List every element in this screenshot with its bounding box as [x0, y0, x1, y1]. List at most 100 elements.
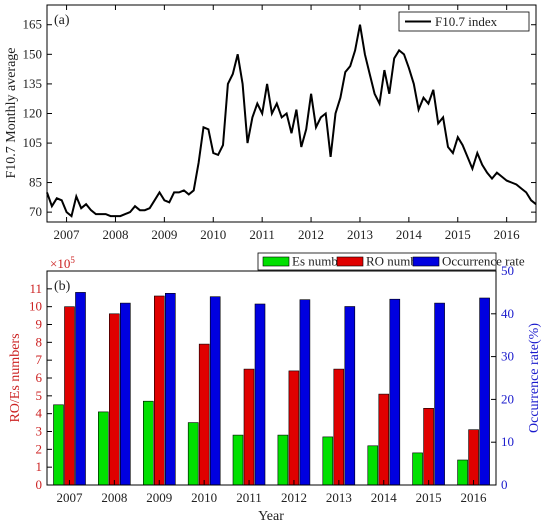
es-numbers-bar [143, 400, 154, 486]
panel-b-left-tick-label: 11 [29, 281, 42, 296]
es-numbers-bar [232, 434, 244, 486]
panel-a-legend-box [398, 11, 530, 32]
panel-a-x-tick-label: 2015 [445, 227, 471, 242]
panel-a-x-tick-label: 2007 [54, 227, 81, 242]
panel-a-f107-chart: 70 85 105 120 135 150 165 2007 2008 2009 2010 2011… [4, 4, 537, 242]
panel-a-y-tick-label: 135 [23, 76, 43, 91]
panel-b-left-tick-label: 8 [36, 334, 43, 349]
panel-a-legend: F10.7 index [398, 11, 530, 32]
ro-numbers-bar [468, 429, 479, 486]
occurrence-rate-bar [209, 296, 221, 486]
panel-a-y-tick-label: 85 [29, 175, 42, 190]
panel-a-y-tick-label: 105 [23, 135, 43, 150]
panel-a-x-tick-label: 2013 [347, 227, 373, 242]
legend-occurrence-rate-swatch [412, 256, 440, 267]
panel-b-left-tick-label: 2 [36, 441, 43, 456]
panel-a-y-axis-label: F10.7 Monthly average [4, 47, 19, 178]
ro-numbers-bar [154, 295, 165, 486]
panel-a-frame [46, 4, 537, 223]
panel-b-x-axis-label: Year [258, 509, 284, 524]
es-numbers-bar [98, 411, 109, 486]
panel-b-x-tick-label: 2016 [461, 490, 488, 505]
occurrence-rate-bar [254, 303, 266, 486]
panel-a-x-tick-label: 2014 [396, 227, 423, 242]
occurrence-rate-bar [165, 292, 176, 486]
es-numbers-bar [367, 445, 379, 486]
occurrence-rate-bar [299, 299, 311, 486]
panel-b-x-tick-label: 2011 [236, 490, 262, 505]
es-numbers-bar [53, 404, 64, 486]
panel-b-left-tick-label: 3 [36, 424, 43, 439]
panel-b-x-tick-label: 2007 [56, 490, 83, 505]
panel-a-y-tick-label: 150 [23, 46, 43, 61]
panel-a-label: (a) [54, 13, 70, 28]
panel-b-right-tick-label: 40 [501, 306, 514, 321]
ro-numbers-bar [243, 368, 255, 486]
panel-b-left-axis-label: RO/Es numbers [8, 333, 23, 422]
ro-numbers-bar [109, 313, 120, 486]
panel-b-label: (b) [54, 279, 71, 294]
panel-b-left-tick-label: 0 [36, 477, 43, 492]
occurrence-rate-bar [75, 292, 86, 486]
panel-b-left-tick-label: 4 [36, 406, 43, 421]
panel-b-right-tick-label: 30 [501, 349, 514, 364]
panel-b-right-tick-label: 20 [501, 391, 514, 406]
panel-b-right-tick-label: 0 [501, 477, 508, 492]
panel-b-right-y-ticks: 0 10 20 30 40 50 [491, 263, 514, 492]
panel-a-y-ticks: 70 85 105 120 135 150 165 [23, 17, 536, 219]
f107-series-line [46, 24, 537, 218]
ro-numbers-bar [288, 370, 300, 486]
panel-b-left-tick-label: 10 [29, 299, 42, 314]
panel-b-left-tick-label: 7 [36, 352, 43, 367]
legend-ro-numbers-swatch [336, 256, 364, 267]
panel-b-x-tick-label: 2012 [281, 490, 307, 505]
occurrence-rate-bar [389, 298, 401, 486]
panel-a-x-tick-label: 2016 [494, 227, 521, 242]
es-numbers-bar [322, 436, 334, 486]
panel-b-left-tick-label: 6 [36, 370, 43, 385]
occurrence-rate-bar [120, 302, 131, 486]
panel-b-x-tick-label: 2014 [371, 490, 398, 505]
es-numbers-bar [457, 459, 468, 486]
ro-numbers-bar [64, 306, 75, 486]
panel-a-y-tick-label: 70 [29, 204, 42, 219]
ro-numbers-bar [423, 407, 434, 486]
panel-b-left-tick-label: 9 [36, 317, 43, 332]
occurrence-rate-bar [434, 302, 445, 486]
es-numbers-bar [277, 434, 289, 486]
legend-occurrence-rate-label: Occurrence rate [442, 254, 525, 269]
ro-numbers-bar [333, 368, 345, 486]
occurrence-rate-bar [344, 306, 356, 486]
es-numbers-bar [412, 452, 423, 486]
panel-a-x-tick-label: 2009 [151, 227, 177, 242]
legend-f107-label: F10.7 index [435, 14, 498, 29]
occurrence-rate-bar [479, 297, 490, 486]
panel-b-legend: Es numbers RO numbers Occurrence rate [257, 252, 525, 271]
panel-b-left-tick-label: 1 [36, 459, 43, 474]
panel-a-x-tick-label: 2012 [298, 227, 324, 242]
panel-b-x-tick-label: 2015 [416, 490, 442, 505]
panel-a-x-tick-label: 2011 [249, 227, 275, 242]
ro-numbers-bar [198, 343, 210, 486]
panel-a-y-tick-label: 165 [23, 17, 43, 32]
ro-numbers-bar [378, 393, 390, 486]
panel-b-bars [53, 292, 490, 486]
panel-a-x-tick-label: 2008 [102, 227, 128, 242]
panel-b-left-tick-label: 5 [36, 388, 43, 403]
panel-b-x-tick-label: 2009 [146, 490, 172, 505]
panel-b-scale-note: ×105 [50, 255, 75, 271]
panel-b-x-tick-label: 2008 [101, 490, 127, 505]
panel-b-right-tick-label: 10 [501, 434, 514, 449]
panel-b-right-axis-label: Occurrence rate(%) [527, 323, 542, 433]
es-numbers-bar [187, 422, 199, 486]
panel-b-left-y-ticks: 0 1 2 3 4 5 6 7 8 9 10 11 [29, 281, 52, 492]
panel-b-x-tick-label: 2013 [326, 490, 352, 505]
panel-a-x-tick-label: 2010 [200, 227, 226, 242]
panel-a-x-ticks: 2007 2008 2009 2010 2011 2012 2013 2014 2015 2016 [54, 5, 521, 242]
legend-es-numbers-swatch [262, 256, 290, 267]
panel-a-y-tick-label: 120 [23, 106, 43, 121]
panel-b-x-ticks: 2007 2008 2009 2010 2011 2012 2013 2014 2015 2016 [56, 480, 487, 505]
panel-b-x-tick-label: 2010 [191, 490, 217, 505]
